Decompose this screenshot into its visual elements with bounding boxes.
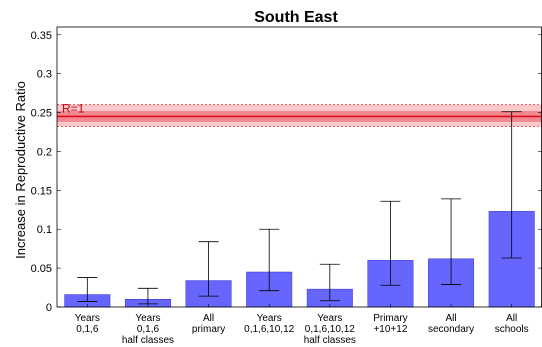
y-tick-label: 0.1 xyxy=(37,224,52,236)
x-tick-label-line: 0,1,6 xyxy=(76,324,99,335)
x-tick-label-line: Years xyxy=(135,313,160,324)
x-tick-label-line: +10+12 xyxy=(373,324,407,335)
chart-title: South East xyxy=(254,9,338,26)
y-tick-label: 0.3 xyxy=(37,69,52,81)
x-tick-label-line: 0,1,6 xyxy=(137,324,160,335)
x-tick-label-line: half classes xyxy=(304,335,356,346)
x-tick-label-line: Primary xyxy=(373,313,407,324)
x-tick-label-line: Years xyxy=(75,313,100,324)
y-tick-label: 0.15 xyxy=(31,185,52,197)
x-tick-label-line: All xyxy=(506,313,517,324)
y-tick-label: 0.35 xyxy=(31,30,52,42)
x-tick-label: Primary +10+12 xyxy=(373,313,408,335)
x-tick-label-line: 0,1,6,10,12 xyxy=(305,324,355,335)
x-tick-label-line: 0,1,6,10,12 xyxy=(244,324,294,335)
x-tick-label-line: half classes xyxy=(122,335,174,346)
y-tick-label: 0 xyxy=(46,302,52,314)
x-tick-label-line: All xyxy=(446,313,457,324)
x-tick-label: Years 0,1,6,10,12 xyxy=(244,313,294,335)
y-axis-label: Increase in Reproductive Ratio xyxy=(13,81,28,259)
x-tick-label-line: secondary xyxy=(428,324,474,335)
x-tick-label: Years 0,1,6 xyxy=(75,313,100,335)
x-tick-label: Years 0,1,6,10,12 half classes xyxy=(304,313,356,346)
x-tick-label-line: All xyxy=(203,313,214,324)
y-tick-label: 0.05 xyxy=(31,263,52,275)
x-tick-label: All primary xyxy=(192,313,225,335)
reference-line-label: R=1 xyxy=(62,101,85,115)
x-tick-label: All schools xyxy=(495,313,529,335)
x-tick-label-line: Years xyxy=(257,313,282,324)
x-tick-label-line: primary xyxy=(192,324,225,335)
y-tick-label: 0.2 xyxy=(37,146,52,158)
x-tick-label: All secondary xyxy=(428,313,474,335)
x-tick-label: Years 0,1,6 half classes xyxy=(122,313,174,346)
y-tick-label: 0.25 xyxy=(31,108,52,120)
x-tick-label-line: Years xyxy=(317,313,342,324)
x-tick-label-line: schools xyxy=(495,324,529,335)
